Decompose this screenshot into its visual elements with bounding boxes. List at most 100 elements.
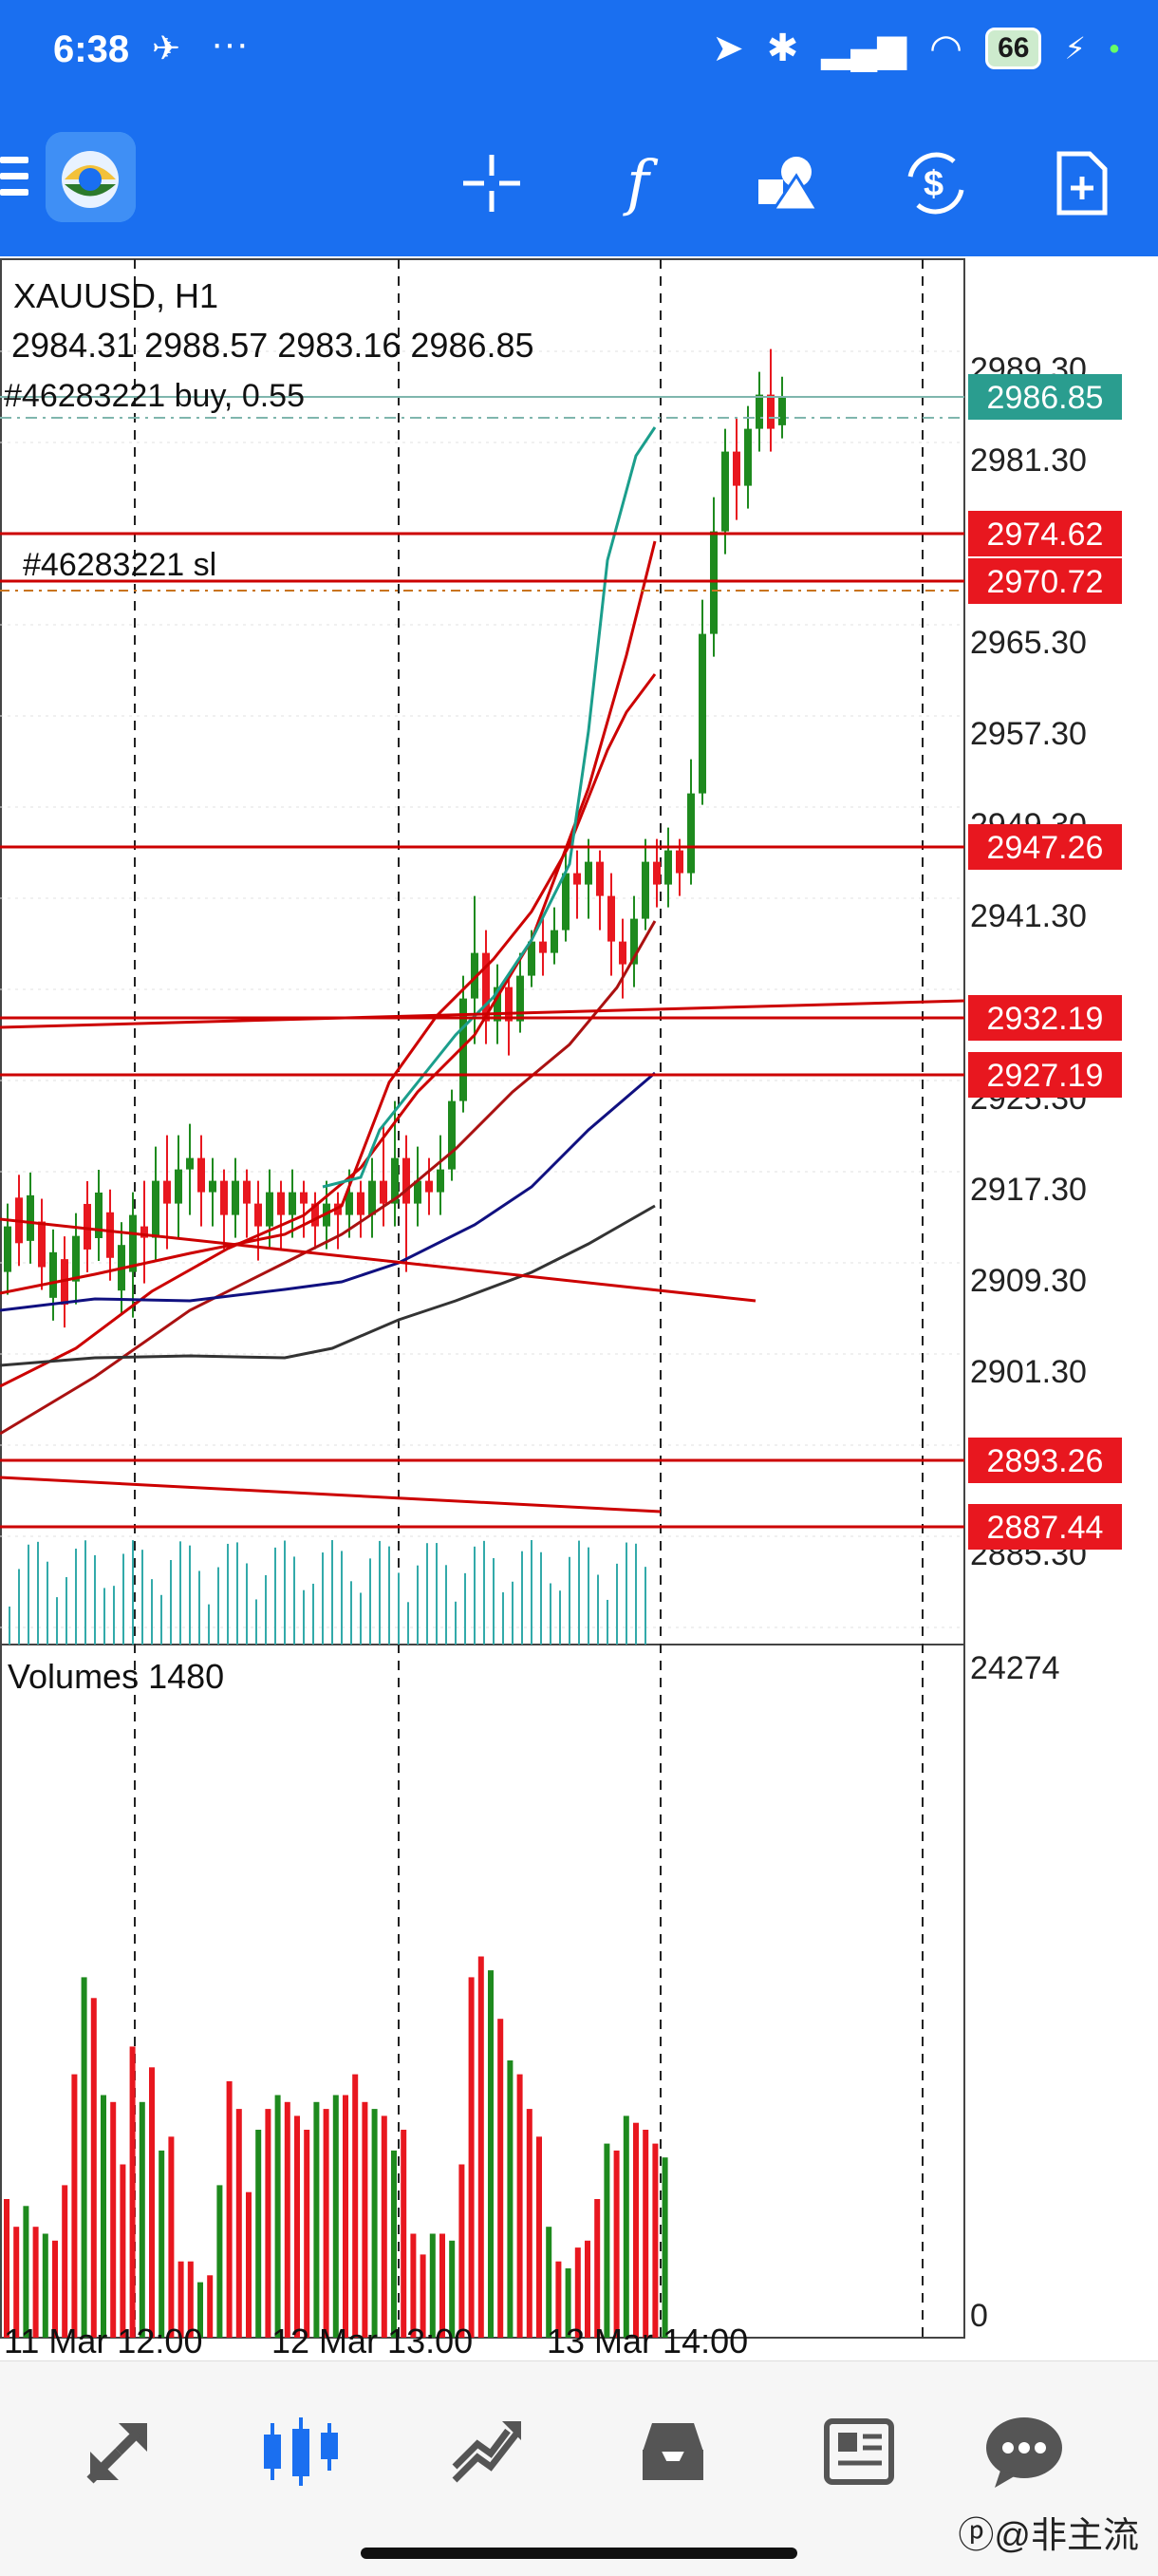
candle-body — [607, 895, 615, 942]
time-axis-label: 12 Mar 13:00 — [271, 2322, 473, 2360]
candle-body — [710, 531, 718, 634]
candle-body — [357, 1192, 364, 1215]
volume-bar — [536, 2136, 542, 2338]
volume-bar — [32, 2227, 39, 2338]
home-indicator[interactable] — [361, 2548, 797, 2559]
price-tick-label: 2957.30 — [970, 716, 1087, 752]
volume-bar — [623, 2115, 629, 2338]
volume-bar — [391, 2150, 397, 2338]
price-tick-label: 2981.30 — [970, 442, 1087, 479]
trendline-down — [0, 1217, 756, 1303]
volume-bar — [313, 2101, 320, 2338]
price-label-box — [968, 374, 1122, 420]
price-tick-label: 2917.30 — [970, 1172, 1087, 1208]
trade-button[interactable]: $ — [898, 145, 974, 221]
volume-bar — [410, 2233, 417, 2338]
volume-bar — [235, 2109, 242, 2338]
volume-bar — [662, 2157, 668, 2338]
signal-icon: ▂▄▆ — [821, 28, 907, 69]
volume-bar — [52, 2240, 58, 2338]
volumes-label: Volumes 1480 — [8, 1657, 224, 1696]
volume-bar — [294, 2115, 300, 2338]
volume-bar — [352, 2074, 359, 2338]
volume-bar — [101, 2095, 106, 2338]
volume-bar — [643, 2130, 649, 2338]
chart-canvas[interactable]: 2989.302981.302965.302957.302949.302941.… — [0, 256, 1158, 2360]
price-label-box — [968, 1438, 1122, 1483]
volume-bar — [401, 2130, 407, 2338]
candle-body — [368, 1180, 376, 1215]
ma-teal-line — [322, 426, 657, 1189]
candle-body — [414, 1180, 421, 1204]
price-tick-label: 2909.30 — [970, 1263, 1087, 1299]
volume-bar — [449, 2240, 456, 2338]
trendline-lower — [0, 1476, 662, 1514]
candle-body — [687, 793, 695, 874]
ohlc-text: 2984.31 2988.57 2983.16 2986.85 — [11, 326, 534, 365]
candle-body — [778, 396, 786, 425]
candle-body — [220, 1180, 228, 1215]
candle-body — [653, 861, 661, 885]
candle-body — [72, 1235, 80, 1282]
new-order-button[interactable] — [1044, 145, 1120, 221]
volume-bar — [323, 2109, 329, 2338]
volume-bar — [177, 2261, 184, 2338]
volume-bar — [507, 2060, 514, 2338]
volume-bar — [139, 2101, 145, 2338]
app-logo[interactable] — [46, 132, 136, 222]
nav-trade[interactable] — [435, 2399, 539, 2504]
news-icon — [824, 2418, 894, 2485]
objects-button[interactable] — [750, 145, 826, 221]
position-label: #46283221 buy, 0.55 — [4, 378, 305, 414]
candle-body — [721, 451, 729, 532]
candle-body — [448, 1100, 456, 1170]
indicators-button[interactable]: f — [600, 145, 676, 221]
telegram-icon: ✈ — [152, 28, 181, 67]
crosshair-button[interactable] — [454, 145, 530, 221]
candle-body — [676, 850, 683, 874]
candle-body — [175, 1169, 182, 1204]
volume-bar — [429, 2233, 436, 2338]
volume-bar — [71, 2074, 78, 2338]
price-label-text: 2932.19 — [987, 1001, 1104, 1037]
nav-chart[interactable] — [249, 2399, 353, 2504]
volume-bar — [304, 2130, 310, 2338]
volume-bar — [468, 1977, 475, 2338]
bottom-navigation: ⓟ@非主流 — [0, 2360, 1158, 2576]
function-icon: f — [626, 148, 649, 218]
price-label-box — [968, 1504, 1122, 1550]
volume-bar — [187, 2261, 194, 2338]
price-tick-label: 2901.30 — [970, 1354, 1087, 1390]
volume-bar — [546, 2227, 552, 2338]
status-bar: 6:38 ✈ ··· ➤ ✱ ▂▄▆ ◠ 66 ⚡ ● — [0, 0, 1158, 109]
nav-news[interactable] — [807, 2399, 911, 2504]
candle-body — [528, 941, 535, 976]
candle-body — [767, 394, 775, 429]
trade-icon: $ — [907, 152, 964, 215]
svg-text:$: $ — [924, 164, 943, 204]
ma-dark-line — [0, 1204, 656, 1367]
volume-bar — [110, 2101, 117, 2338]
volume-bar — [246, 2191, 252, 2338]
candle-body — [27, 1194, 34, 1241]
candle-body — [346, 1192, 353, 1215]
volume-bar — [90, 1998, 97, 2338]
price-chart[interactable]: 2989.302981.302965.302957.302949.302941.… — [0, 256, 1158, 2360]
volume-bar — [216, 2185, 223, 2338]
candle-body — [49, 1251, 57, 1298]
price-panel-border — [0, 258, 965, 1645]
objects-icon — [758, 157, 820, 212]
nav-quotes[interactable] — [66, 2399, 171, 2504]
candle-body — [140, 1226, 148, 1238]
candle-body — [459, 998, 467, 1101]
candle-body — [209, 1180, 216, 1193]
candle-body — [380, 1180, 387, 1204]
sl-label: #46283221 sl — [23, 547, 216, 583]
nav-messages[interactable] — [972, 2399, 1076, 2504]
candle-body — [619, 941, 626, 965]
volume-bar — [488, 1970, 494, 2338]
inbox-icon — [643, 2423, 703, 2480]
nav-history[interactable] — [621, 2399, 725, 2504]
menu-icon[interactable] — [0, 157, 28, 205]
volume-bar — [420, 2254, 426, 2338]
